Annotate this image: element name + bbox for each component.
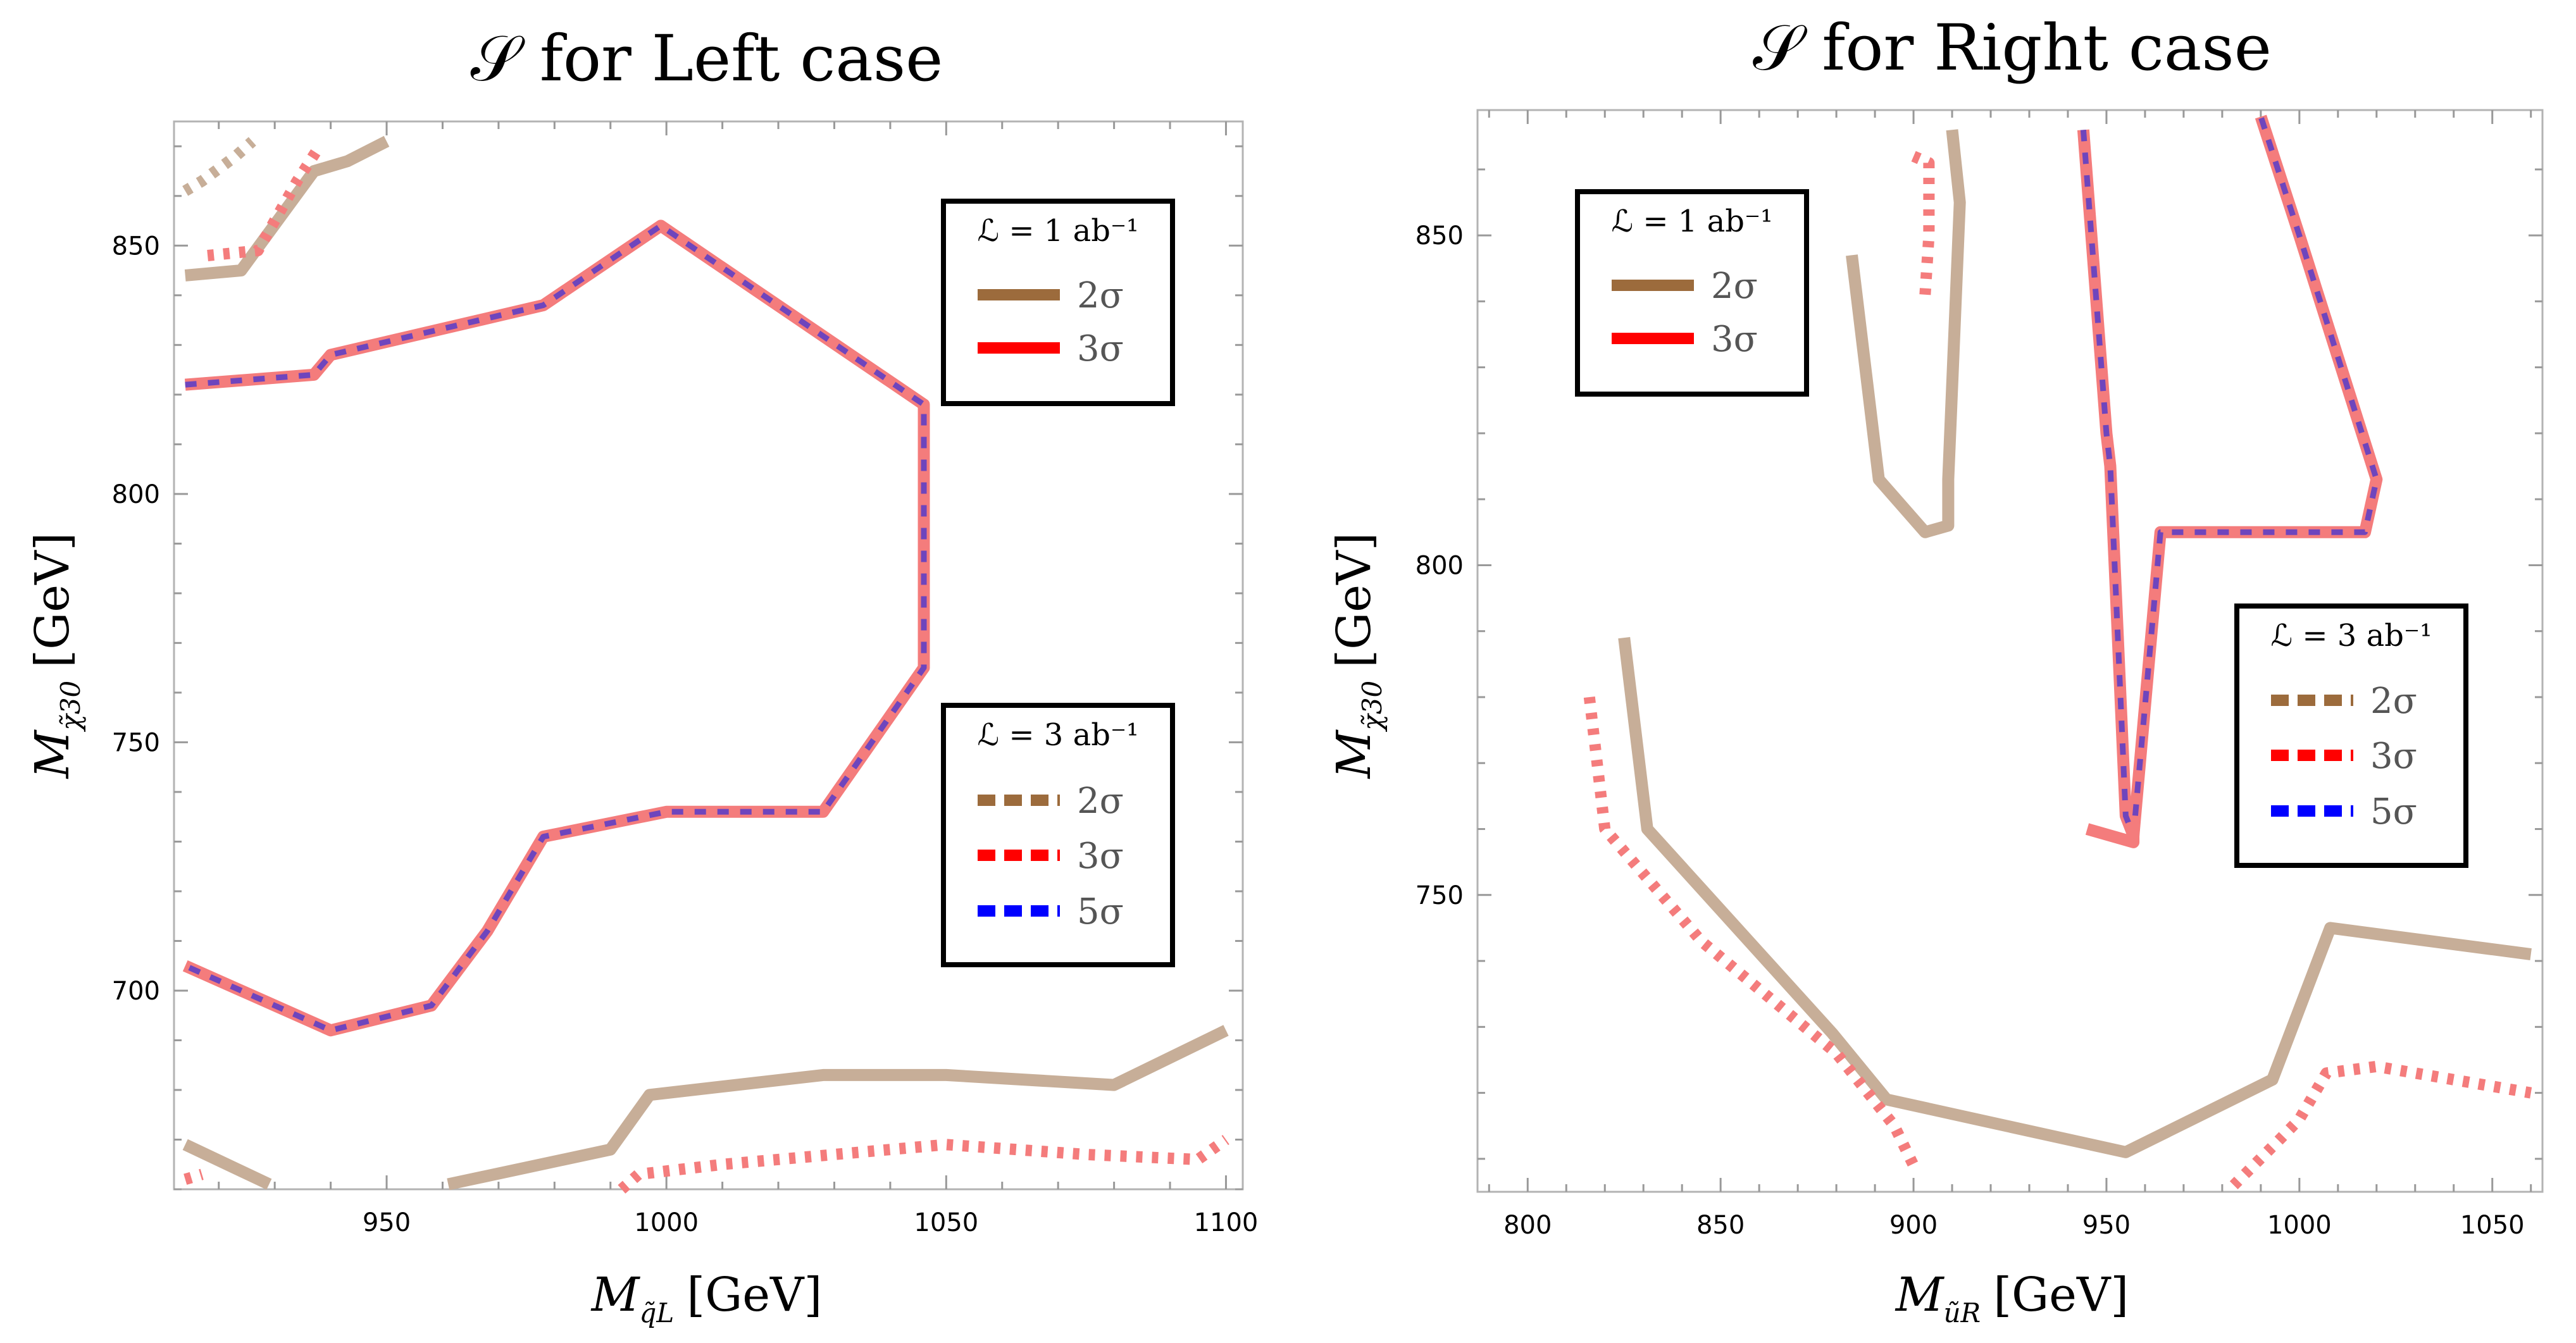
right-plot-frame: [1476, 109, 2544, 1193]
right-legend-1ab-label-2sigma: 2σ: [1711, 266, 1758, 307]
left-x-tick-label-0: 950: [363, 1208, 411, 1237]
right-series-4: [2085, 822, 2140, 848]
left-legend-3ab-label-2sigma: 2σ: [1077, 781, 1124, 822]
right-y-tick-labels: 750 800 850: [1416, 221, 1464, 910]
left-legend-1ab-label-2sigma: 2σ: [1077, 275, 1124, 316]
right-x-tick-label-4: 1000: [2267, 1211, 2332, 1240]
right-y-axis-symbol: M: [1327, 729, 1381, 779]
right-legend-3ab-box: [2234, 603, 2468, 868]
left-legend-3ab: ℒ = 3 ab⁻¹ 2σ 3σ 5σ: [941, 703, 1175, 967]
left-y-axis-unit: [GeV]: [25, 533, 80, 668]
right-series-5: [1618, 636, 2532, 1158]
right-series-6: [1583, 696, 1919, 1168]
right-x-axis-symbol: M: [1895, 1268, 1945, 1322]
right-x-tick-label-1: 850: [1696, 1211, 1745, 1240]
right-y-tick-label-1: 800: [1416, 551, 1464, 580]
left-chart-title: 𝒮 for Left case: [471, 22, 943, 96]
right-curves: [1583, 114, 2532, 1189]
right-legend-1ab-box: [1575, 189, 1809, 397]
right-legend-3ab-title: ℒ = 3 ab⁻¹: [2270, 618, 2432, 653]
left-minor-ticks: [174, 121, 1243, 1191]
left-legend-1ab: ℒ = 1 ab⁻¹ 2σ 3σ: [941, 199, 1175, 406]
left-series-8: [618, 1135, 1229, 1194]
left-series-4: [184, 223, 927, 1034]
left-x-axis-symbol: M: [590, 1268, 641, 1322]
left-y-tick-label-2: 800: [112, 480, 160, 509]
left-y-tick-labels: 700 750 800 850: [112, 232, 160, 1006]
left-legend-1ab-label-3sigma: 3σ: [1077, 328, 1124, 369]
left-x-tick-labels: 950 1000 1050 1100: [363, 1208, 1259, 1237]
right-series-3: [2080, 116, 2380, 839]
right-chart-title: 𝒮 for Right case: [1753, 11, 2272, 85]
right-legend-3ab: ℒ = 3 ab⁻¹ 2σ 3σ 5σ: [2234, 603, 2468, 868]
left-x-axis-unit: [GeV]: [687, 1268, 822, 1322]
right-x-axis-label: MũR [GeV]: [1895, 1268, 2129, 1328]
left-legend-3ab-box: [941, 703, 1175, 967]
right-series-1: [1911, 151, 1935, 295]
left-legend-1ab-box: [941, 199, 1175, 406]
left-x-tick-label-2: 1050: [914, 1208, 978, 1237]
right-x-axis-unit: [GeV]: [1993, 1268, 2129, 1322]
left-series-3: [182, 220, 930, 1037]
right-legend-1ab-label-3sigma: 3σ: [1711, 319, 1758, 360]
left-x-axis-subscript: q̃L: [639, 1297, 674, 1328]
left-curves: [182, 135, 1229, 1194]
left-legend-3ab-label-5sigma: 5σ: [1077, 891, 1124, 932]
left-series-1: [182, 137, 256, 196]
left-y-tick-label-3: 850: [112, 232, 160, 261]
left-legend-3ab-title: ℒ = 3 ab⁻¹: [977, 717, 1138, 753]
right-legend-1ab-title: ℒ = 1 ab⁻¹: [1611, 204, 1772, 239]
left-plot-frame: [173, 120, 1244, 1191]
right-legend-3ab-label-2sigma: 2σ: [2370, 681, 2417, 722]
right-chart: 𝒮 for Right case 800 850 900 950 1000 1050 75…: [1327, 11, 2544, 1328]
left-legend-3ab-label-3sigma: 3σ: [1077, 836, 1124, 877]
left-series-7: [184, 1168, 204, 1185]
left-series-5: [182, 1139, 272, 1190]
left-y-axis-subscript: χ̃30: [55, 681, 86, 733]
left-y-tick-label-0: 700: [112, 977, 160, 1006]
right-y-axis-label: Mχ̃30 [GeV]: [1327, 533, 1388, 780]
right-x-tick-label-3: 950: [2082, 1211, 2131, 1240]
left-x-tick-label-3: 1100: [1194, 1208, 1259, 1237]
right-x-tick-label-2: 900: [1889, 1211, 1938, 1240]
left-x-axis-label: Mq̃L [GeV]: [590, 1268, 823, 1328]
left-chart: 𝒮 for Left case 950 1000 1050 1100 700 750 80…: [25, 22, 1258, 1328]
right-legend-3ab-label-5sigma: 5σ: [2370, 791, 2417, 832]
right-y-axis-subscript: χ̃30: [1357, 681, 1388, 733]
right-x-tick-label-5: 1050: [2460, 1211, 2525, 1240]
right-y-tick-label-2: 850: [1416, 221, 1464, 251]
right-y-axis-unit: [GeV]: [1327, 533, 1381, 668]
right-legend-1ab: ℒ = 1 ab⁻¹ 2σ 3σ: [1575, 189, 1809, 397]
left-y-tick-label-1: 750: [112, 728, 160, 757]
left-x-tick-label-1: 1000: [634, 1208, 699, 1237]
right-series-0: [1846, 129, 1966, 538]
left-series-0: [184, 135, 390, 282]
right-series-7: [2229, 1060, 2532, 1189]
left-legend-1ab-title: ℒ = 1 ab⁻¹: [977, 213, 1138, 249]
right-y-tick-label-0: 750: [1416, 881, 1464, 910]
right-legend-3ab-label-3sigma: 3σ: [2370, 736, 2417, 777]
right-x-tick-label-0: 800: [1503, 1211, 1552, 1240]
left-y-axis-symbol: M: [25, 729, 80, 779]
left-y-axis-label: Mχ̃30 [GeV]: [25, 533, 86, 780]
right-x-tick-labels: 800 850 900 950 1000 1050: [1503, 1211, 2525, 1240]
left-series-6: [447, 1025, 1229, 1191]
right-x-axis-subscript: ũR: [1944, 1297, 1981, 1328]
right-minor-ticks: [1478, 110, 2542, 1192]
